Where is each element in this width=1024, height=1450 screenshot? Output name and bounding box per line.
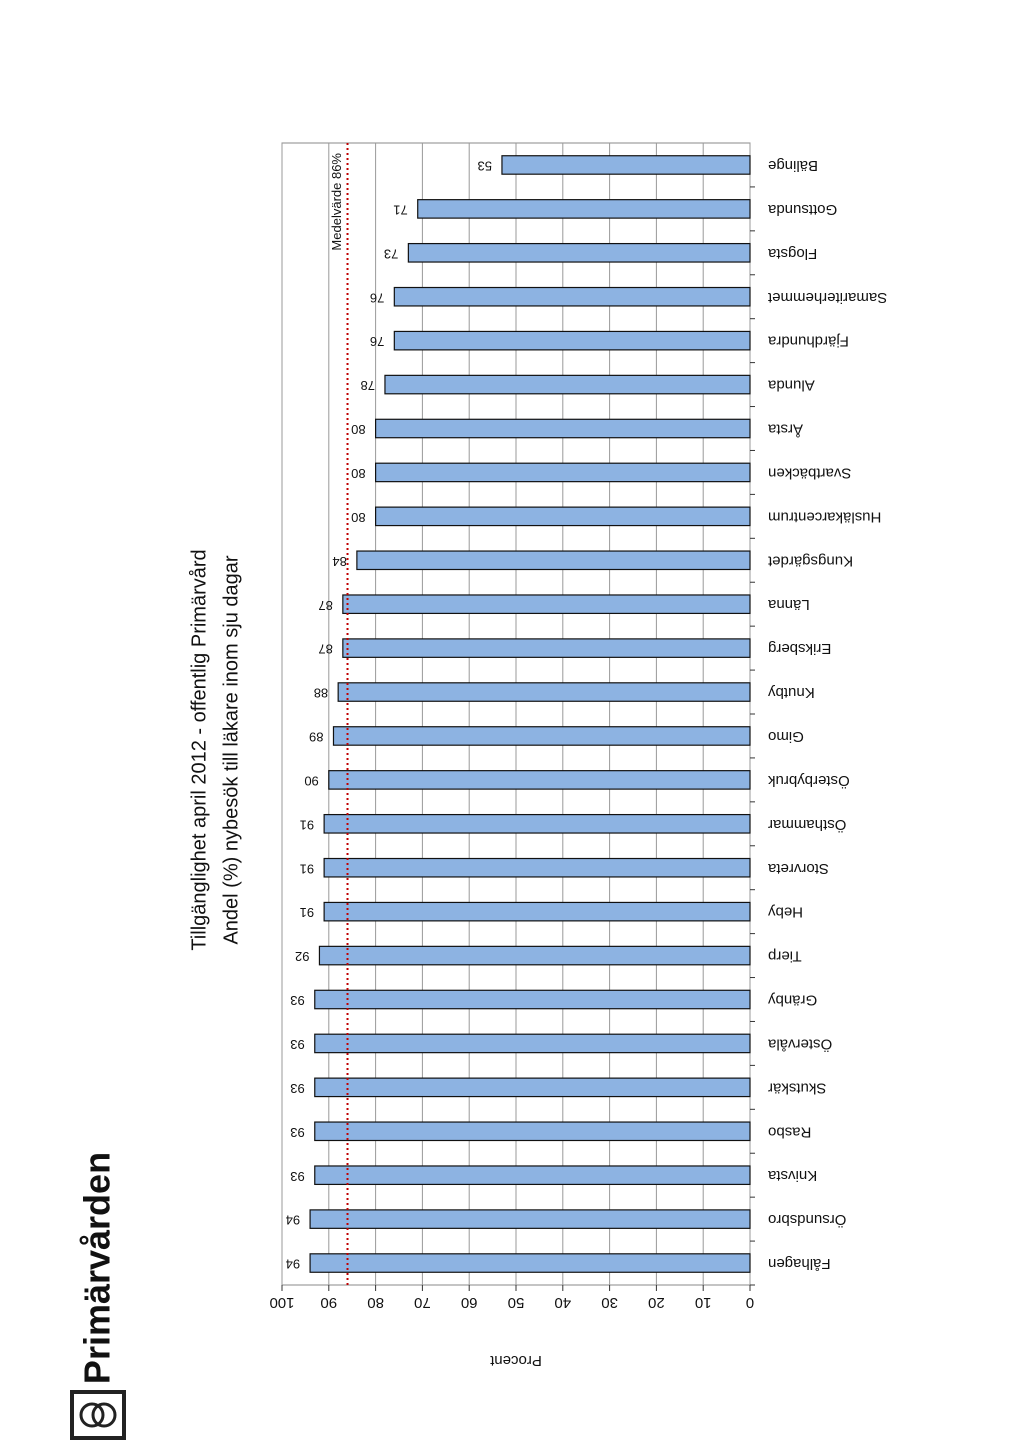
logo-text: Primärvården bbox=[77, 1152, 118, 1384]
data-label: 93 bbox=[290, 1037, 304, 1052]
x-tick-label: Länna bbox=[767, 596, 809, 613]
bar bbox=[342, 638, 751, 658]
data-label: 91 bbox=[300, 905, 314, 920]
y-tick-label: 70 bbox=[414, 1294, 431, 1311]
bar bbox=[337, 682, 751, 702]
x-tick-label: Östervåla bbox=[767, 1035, 832, 1053]
x-tick-label: Östhammar bbox=[768, 816, 846, 834]
y-tick-label: 60 bbox=[461, 1294, 478, 1311]
data-label: 90 bbox=[304, 773, 318, 788]
bar bbox=[323, 857, 751, 878]
logo-icon bbox=[79, 1402, 105, 1428]
bar bbox=[309, 1209, 751, 1229]
x-tick-label: Rasbo bbox=[768, 1123, 811, 1140]
x-tick-label: Heby bbox=[768, 904, 804, 921]
bar bbox=[393, 286, 751, 307]
bar bbox=[332, 726, 751, 746]
x-tick-label: Alunda bbox=[767, 377, 814, 394]
x-tick-label: Flogsta bbox=[767, 245, 817, 262]
data-label: 93 bbox=[290, 1081, 304, 1096]
data-label: 89 bbox=[309, 730, 323, 745]
y-tick-label: 40 bbox=[554, 1294, 571, 1311]
x-tick-label: Österbybruk bbox=[768, 772, 850, 790]
chart: Tillgänglighet april 2012 - offentlig Pr… bbox=[188, 142, 887, 1369]
bar bbox=[417, 199, 751, 219]
bar bbox=[342, 594, 751, 615]
data-label: 93 bbox=[290, 1169, 304, 1184]
x-tick-label: Husläkarcentrum bbox=[768, 508, 881, 525]
bar bbox=[314, 1033, 751, 1054]
x-tick-label: Samariterhemmet bbox=[767, 289, 887, 306]
bar bbox=[309, 1253, 751, 1273]
bar bbox=[393, 330, 751, 351]
x-tick-label: Fålhagen bbox=[768, 1255, 831, 1272]
data-label: 94 bbox=[286, 1213, 300, 1228]
x-tick-label: Gimo bbox=[768, 728, 804, 745]
y-axis-label: Procent bbox=[489, 1352, 542, 1369]
bar bbox=[407, 242, 751, 263]
bar bbox=[375, 506, 751, 527]
y-tick-label: 0 bbox=[746, 1294, 754, 1311]
x-tick-label: Gränby bbox=[768, 992, 818, 1009]
y-tick-label: 90 bbox=[320, 1294, 337, 1311]
x-tick-label: Fjärdhundra bbox=[767, 333, 849, 350]
data-label: 80 bbox=[351, 510, 365, 525]
bar bbox=[375, 462, 751, 483]
x-tick-label: Knutby bbox=[768, 684, 815, 701]
data-label: 73 bbox=[384, 246, 398, 261]
data-label: 87 bbox=[318, 598, 332, 613]
data-label: 91 bbox=[300, 861, 314, 876]
y-tick-label: 50 bbox=[508, 1294, 525, 1311]
x-tick-label: Eriksberg bbox=[768, 640, 831, 657]
bar bbox=[314, 989, 751, 1010]
x-tick-label: Gottsunda bbox=[767, 201, 837, 218]
bar bbox=[384, 374, 751, 395]
y-tick-label: 10 bbox=[695, 1294, 712, 1311]
logo-icon bbox=[70, 1390, 126, 1440]
logo-icon bbox=[91, 1402, 117, 1428]
data-label: 88 bbox=[314, 686, 328, 701]
data-label: 76 bbox=[370, 334, 384, 349]
x-tick-label: Knivsta bbox=[767, 1167, 817, 1184]
y-tick-label: 20 bbox=[648, 1294, 665, 1311]
bar bbox=[501, 155, 751, 175]
bar bbox=[375, 418, 751, 439]
data-label: 80 bbox=[351, 422, 365, 437]
bar bbox=[314, 1077, 751, 1098]
bar bbox=[318, 945, 751, 966]
bar bbox=[323, 901, 751, 922]
data-label: 84 bbox=[332, 554, 346, 569]
data-label: 91 bbox=[300, 817, 314, 832]
x-tick-label: Svartbäcken bbox=[768, 464, 851, 481]
x-tick-label: Årsta bbox=[767, 421, 803, 438]
chart-subtitle: Andel (%) nybesök till läkare inom sju d… bbox=[220, 555, 242, 944]
data-label: 93 bbox=[290, 1125, 304, 1140]
mean-label: Medelvärde 86% bbox=[329, 153, 344, 251]
bar bbox=[328, 770, 751, 790]
y-tick-label: 80 bbox=[367, 1294, 384, 1311]
data-label: 80 bbox=[351, 466, 365, 481]
bar bbox=[314, 1165, 751, 1186]
data-label: 53 bbox=[477, 159, 491, 174]
x-tick-label: Kungsgärdet bbox=[767, 552, 853, 569]
x-tick-label: Storvreta bbox=[767, 860, 829, 877]
data-label: 78 bbox=[360, 378, 374, 393]
bar bbox=[314, 1121, 751, 1142]
bar bbox=[356, 550, 751, 571]
data-label: 94 bbox=[286, 1257, 300, 1272]
x-tick-label: Skutskär bbox=[768, 1079, 826, 1096]
data-label: 71 bbox=[393, 202, 407, 217]
chart-title: Tillgänglighet april 2012 - offentlig Pr… bbox=[188, 549, 210, 950]
data-label: 76 bbox=[370, 290, 384, 305]
x-tick-label: Tierp bbox=[768, 948, 802, 965]
data-label: 87 bbox=[318, 642, 332, 657]
x-tick-label: Bälinge bbox=[768, 157, 818, 174]
y-tick-label: 30 bbox=[601, 1294, 618, 1311]
x-tick-label: Örsundsbro bbox=[768, 1211, 846, 1229]
bar bbox=[323, 813, 751, 834]
y-tick-label: 100 bbox=[269, 1294, 294, 1311]
data-label: 92 bbox=[295, 949, 309, 964]
data-label: 93 bbox=[290, 993, 304, 1008]
